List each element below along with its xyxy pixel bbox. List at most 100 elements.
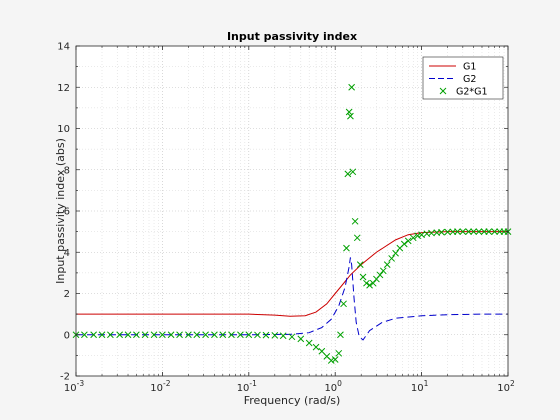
data-point: [345, 108, 353, 116]
data-point: [356, 261, 364, 268]
data-point: [351, 217, 359, 225]
axis-ticks: [75, 45, 509, 377]
legend-swatch-g2g1: [439, 87, 447, 95]
data-point: [124, 331, 132, 339]
data-point: [219, 331, 227, 339]
data-point: [297, 335, 305, 343]
data-point: [404, 237, 412, 245]
legend-label-g2: G2: [463, 74, 476, 85]
data-point: [288, 333, 296, 341]
data-point: [185, 331, 192, 339]
chart-title: Input passivity index: [227, 30, 357, 43]
data-point: [379, 267, 387, 275]
data-point: [228, 331, 235, 339]
y-axis-label: Input passivity index (abs): [54, 138, 67, 284]
data-point: [369, 279, 377, 287]
data-point: [305, 339, 313, 347]
data-point: [485, 228, 493, 235]
data-point: [491, 228, 498, 235]
y-tick-labels: -2 0 2 4 6 8 10 12 14: [57, 42, 70, 383]
data-point: [90, 331, 97, 339]
y-tick-label: 14: [57, 42, 70, 53]
data-point: [327, 357, 335, 364]
data-point: [335, 349, 343, 357]
data-point: [470, 228, 477, 235]
y-tick-label: 2: [64, 289, 70, 300]
data-point: [359, 273, 367, 281]
series-layer: [72, 83, 512, 364]
data-point: [444, 228, 451, 236]
y-tick-label: 12: [57, 83, 70, 94]
data-point: [262, 331, 270, 339]
data-point: [459, 228, 467, 235]
data-point: [428, 229, 435, 237]
data-point: [454, 228, 461, 235]
data-point: [344, 170, 352, 178]
data-point: [167, 331, 175, 339]
y-tick-label: 10: [57, 124, 70, 135]
data-point: [202, 331, 209, 339]
data-point: [383, 261, 391, 268]
data-point: [318, 347, 326, 355]
legend-label-g2g1: G2*G1: [456, 87, 488, 98]
data-point: [465, 228, 472, 235]
data-point: [400, 240, 408, 248]
data-point: [349, 168, 357, 176]
data-point: [150, 331, 158, 339]
series-line-g2: [76, 257, 508, 341]
x-tick-labels: 10-3 10-2 10-1 100 101 102: [64, 379, 515, 394]
x-tick-label: 101: [411, 379, 429, 394]
series-g2-g1: [72, 83, 512, 364]
y-tick-label: 8: [64, 165, 70, 176]
data-point: [81, 331, 88, 339]
x-tick-label: 10-1: [237, 379, 257, 394]
data-point: [133, 331, 140, 339]
legend-box: [422, 56, 504, 100]
y-tick-label: 6: [64, 207, 70, 218]
x-axis-label: Frequency (rad/s): [244, 394, 341, 407]
data-point: [176, 331, 183, 339]
series-line-g1: [76, 231, 508, 317]
data-point: [363, 279, 370, 287]
data-point: [254, 331, 261, 339]
data-point: [312, 343, 320, 351]
data-point: [343, 244, 350, 252]
y-tick-label: -2: [60, 372, 70, 383]
data-point: [353, 234, 361, 242]
data-point: [337, 331, 344, 339]
x-tick-label: 100: [324, 379, 342, 394]
data-point: [348, 83, 355, 91]
x-tick-label: 10-2: [150, 379, 170, 394]
data-point: [347, 112, 354, 120]
data-point: [116, 331, 123, 339]
grid-lines: [76, 46, 508, 376]
y-tick-label: 0: [64, 330, 70, 341]
data-point: [211, 331, 218, 339]
data-point: [331, 356, 339, 363]
data-point: [98, 331, 106, 339]
legend: G1 G2 G2*G1: [422, 56, 504, 100]
x-tick-label: 102: [497, 379, 515, 394]
data-point: [340, 300, 347, 308]
data-point: [376, 271, 384, 279]
data-point: [388, 255, 395, 262]
data-point: [193, 331, 201, 339]
data-point: [438, 228, 445, 236]
data-point: [159, 331, 166, 339]
data-point: [409, 234, 417, 242]
data-point: [279, 332, 287, 340]
legend-label-g1: G1: [463, 62, 476, 73]
data-point: [414, 232, 422, 240]
data-point: [392, 249, 399, 257]
data-point: [245, 331, 253, 339]
data-point: [418, 231, 425, 239]
data-point: [475, 228, 483, 235]
data-point: [237, 331, 244, 339]
data-point: [366, 281, 373, 289]
data-point: [271, 332, 279, 339]
y-tick-label: 4: [64, 248, 70, 259]
data-point: [141, 331, 149, 339]
x-tick-label: 10-3: [64, 379, 84, 394]
